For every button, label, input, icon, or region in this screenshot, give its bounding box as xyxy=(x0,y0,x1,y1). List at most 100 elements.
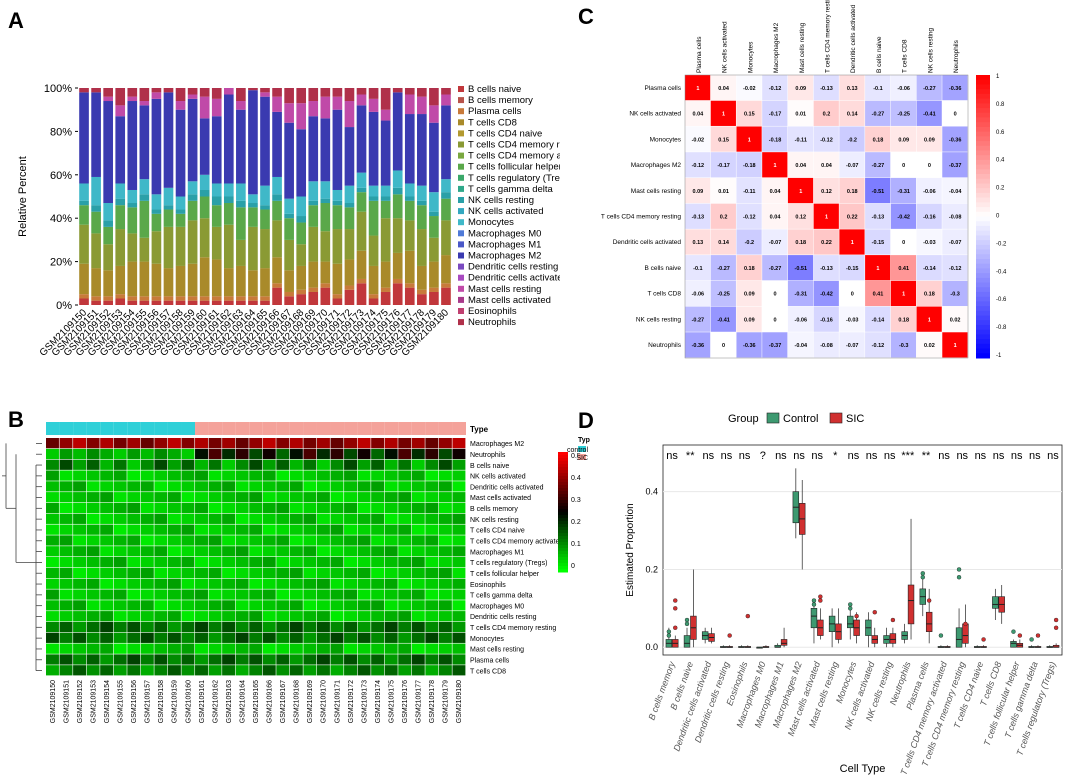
bar-segment xyxy=(272,200,282,221)
heatmap-cell xyxy=(262,654,276,665)
heatmap-cell xyxy=(208,492,222,503)
column-label: Neutrophils xyxy=(953,39,960,73)
bar-segment xyxy=(308,205,319,227)
heatmap-cell xyxy=(100,448,114,460)
correlation-cell xyxy=(813,100,839,126)
heatmap-cell xyxy=(59,546,73,557)
color-scale-segment xyxy=(558,452,568,456)
column-label: GSM2109157 xyxy=(145,680,152,723)
heatmap-cell xyxy=(357,481,371,492)
bar-segment xyxy=(368,294,379,299)
bar-segment xyxy=(272,257,282,284)
heatmap-cell xyxy=(222,513,236,524)
heatmap-cell xyxy=(438,632,452,643)
bar-segment xyxy=(199,88,210,97)
correlation-cell xyxy=(839,306,865,332)
heatmap-cell xyxy=(86,502,100,514)
heatmap-cell xyxy=(100,481,114,492)
heatmap-cell xyxy=(140,567,154,579)
bar-segment xyxy=(296,196,307,217)
color-scale-segment xyxy=(976,159,990,166)
heatmap-cell xyxy=(100,578,114,589)
correlation-value: 1 xyxy=(748,137,751,143)
heatmap-cell xyxy=(262,524,276,535)
bar-segment xyxy=(344,285,355,290)
heatmap-cell xyxy=(398,524,412,535)
color-scale-segment xyxy=(976,141,990,147)
heatmap-cell xyxy=(357,492,371,503)
heatmap-cell xyxy=(235,546,249,557)
correlation-cell xyxy=(839,280,865,307)
heatmap-cell xyxy=(113,643,127,654)
correlation-value: -0.31 xyxy=(794,292,807,298)
heatmap-cell xyxy=(46,470,59,481)
bar-segment xyxy=(404,94,415,115)
significance-label: ns xyxy=(975,450,987,462)
bar-segment xyxy=(91,88,101,93)
heatmap-cell xyxy=(411,448,425,460)
heatmap-cell xyxy=(46,557,59,568)
correlation-value: -0.06 xyxy=(923,189,936,195)
bar-segment xyxy=(127,296,138,301)
bar-segment xyxy=(368,185,379,197)
correlation-cell xyxy=(787,332,814,358)
heatmap-cell xyxy=(289,459,303,470)
heatmap-cell xyxy=(140,546,154,557)
bar-segment xyxy=(441,179,451,193)
color-scale-segment xyxy=(558,470,568,474)
bar-segment xyxy=(260,185,270,206)
heatmap-cell xyxy=(73,524,87,535)
heatmap-cell xyxy=(208,654,222,665)
heatmap-cell xyxy=(181,470,195,481)
bar-segment xyxy=(344,229,355,260)
correlation-value: -0.07 xyxy=(949,240,962,246)
legend-label: B cells naive xyxy=(468,84,521,95)
heatmap-cell xyxy=(46,654,59,665)
column-label: NK cells resting xyxy=(927,27,934,73)
heatmap-cell xyxy=(425,567,439,579)
heatmap-cell xyxy=(438,589,452,600)
bar-segment xyxy=(223,296,234,301)
correlation-cell xyxy=(865,306,891,332)
column-label: GSM2109150 xyxy=(50,680,57,723)
bar-segment xyxy=(380,109,391,121)
heatmap-cell xyxy=(195,621,208,633)
heatmap-cell xyxy=(330,600,344,611)
correlation-cell xyxy=(710,255,736,281)
bar-segment xyxy=(344,88,355,102)
heatmap-cell xyxy=(411,524,425,535)
heatmap-cell xyxy=(73,611,87,622)
row-label: Monocytes xyxy=(470,636,504,643)
bar-segment xyxy=(308,101,319,117)
correlation-cell xyxy=(710,203,736,229)
bar-segment xyxy=(151,194,162,210)
correlation-value: 0.41 xyxy=(898,266,909,272)
heatmap-cell xyxy=(235,470,249,481)
bar-segment xyxy=(151,231,162,264)
correlation-value: 0.09 xyxy=(898,137,909,143)
bar-segment xyxy=(308,226,319,262)
heatmap-cell xyxy=(167,481,181,492)
box-outlier xyxy=(684,621,690,627)
correlation-cell xyxy=(762,75,788,101)
heatmap-cell xyxy=(344,611,358,622)
bar-segment xyxy=(91,205,101,212)
heatmap-cell xyxy=(425,643,439,654)
significance-label: ns xyxy=(721,450,733,462)
bar-segment xyxy=(211,300,222,305)
bar-segment xyxy=(429,88,439,106)
heatmap-cell xyxy=(425,546,439,557)
heatmap-cell xyxy=(235,665,249,676)
significance-label: ns xyxy=(666,450,678,462)
row-label: Macrophages M2 xyxy=(631,162,682,169)
heatmap-cell xyxy=(73,438,87,449)
heatmap-cell xyxy=(452,546,466,557)
heatmap-cell xyxy=(262,492,276,503)
legend-label: T cells CD4 memory activated xyxy=(468,151,560,162)
legend-label: Dendritic cells activated xyxy=(468,273,560,284)
bar-segment xyxy=(272,287,282,305)
heatmap-cell xyxy=(249,654,263,665)
legend-swatch xyxy=(458,274,464,281)
bar-segment xyxy=(332,109,343,190)
heatmap-cell xyxy=(276,513,290,524)
